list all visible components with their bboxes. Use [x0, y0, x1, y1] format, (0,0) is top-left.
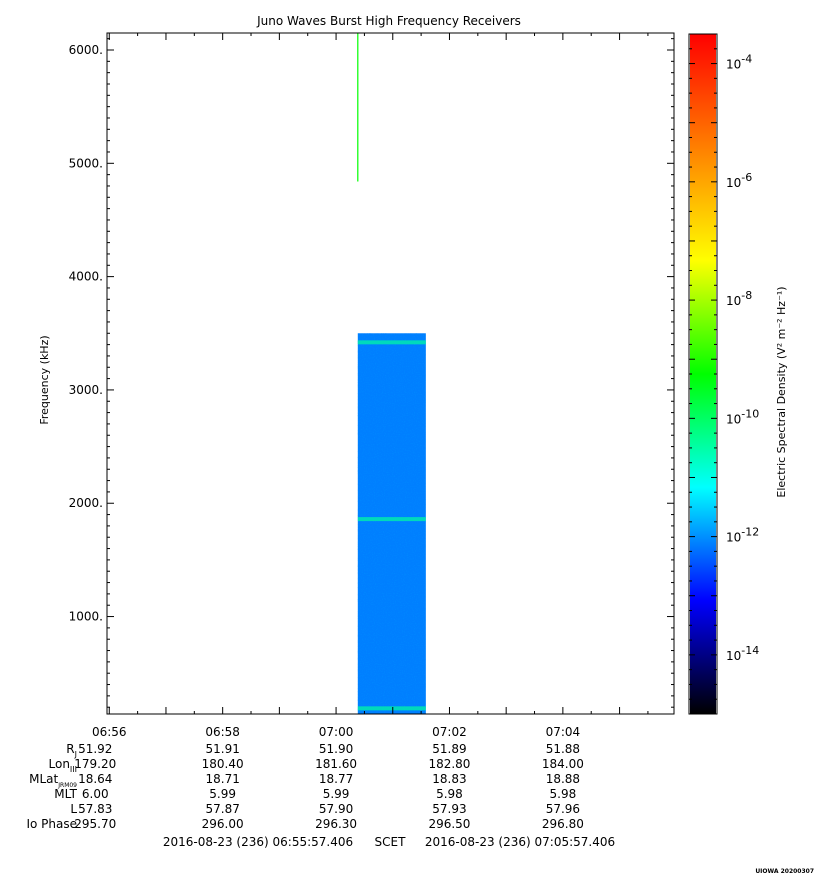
colorbar: 10-4 10-6 10-8 10-10 10-12 10-14	[688, 33, 759, 715]
colorbar-tick-label: 10-8	[726, 289, 752, 308]
chart-title: Juno Waves Burst High Frequency Receiver…	[256, 14, 521, 28]
ephemeris-value: 51.88	[546, 742, 580, 756]
ephemeris-value: 296.30	[315, 817, 357, 831]
ephemeris-value: 57.83	[78, 802, 112, 816]
x-tick-label: 07:00	[319, 725, 354, 739]
ephemeris-value: 182.80	[428, 757, 470, 771]
x-tick-label: 06:58	[205, 725, 240, 739]
colorbar-tick-label: 10-6	[726, 171, 752, 190]
ephemeris-value: 6.00	[82, 787, 109, 801]
ephemeris-value: 5.99	[209, 787, 236, 801]
x-tick-label: 07:02	[432, 725, 467, 739]
ephemeris-value: 51.92	[78, 742, 112, 756]
plot-area: 1000. 2000. 3000. 4000. 5000. 6000. 06:56 06:5…	[69, 32, 675, 739]
ephemeris-value: 57.96	[546, 802, 580, 816]
y-tick-label: 4000.	[69, 270, 103, 284]
ephemeris-value: 18.77	[319, 772, 353, 786]
ephemeris-value: 181.60	[315, 757, 357, 771]
colorbar-label: Electric Spectral Density (V² m⁻² Hz⁻¹)	[775, 286, 788, 497]
colorbar-tick-label: 10-12	[726, 526, 759, 545]
ephemeris-label: RJ	[66, 742, 77, 759]
y-tick-label: 3000.	[69, 383, 103, 397]
x-tick-label: 07:04	[546, 725, 581, 739]
ephemeris-row: L 57.83 57.87 57.90 57.93 57.96	[70, 802, 580, 816]
ephemeris-row: MLT 6.00 5.99 5.99 5.98 5.98	[54, 787, 576, 801]
ephemeris-value: 51.90	[319, 742, 353, 756]
ephemeris-value: 296.50	[428, 817, 470, 831]
ephemeris-value: 51.91	[205, 742, 239, 756]
ephemeris-row: MLatJRM09 18.64 18.71 18.77 18.83 18.88	[29, 772, 580, 789]
ephemeris-value: 57.93	[432, 802, 466, 816]
y-tick-label: 1000.	[69, 610, 103, 624]
ephemeris-value: 18.88	[546, 772, 580, 786]
ephemeris-value: 180.40	[202, 757, 244, 771]
time-range-label: SCET	[375, 835, 407, 849]
colorbar-tick-label: 10-4	[726, 53, 752, 72]
ephemeris-value: 296.00	[202, 817, 244, 831]
ephemeris-row: RJ 51.92 51.91 51.90 51.89 51.88	[66, 742, 580, 759]
ephemeris-value: 18.71	[205, 772, 239, 786]
ephemeris-value: 5.98	[436, 787, 463, 801]
y-axis-label: Frequency (kHz)	[38, 335, 51, 424]
ephemeris-value: 51.89	[432, 742, 466, 756]
time-range-end: 2016-08-23 (236) 07:05:57.406	[425, 835, 615, 849]
ephemeris-value: 57.90	[319, 802, 353, 816]
ephemeris-label: MLT	[54, 787, 77, 801]
ephemeris-value: 57.87	[205, 802, 239, 816]
time-range: 2016-08-23 (236) 06:55:57.406 SCET 2016-…	[163, 835, 615, 849]
ephemeris-value: 296.80	[542, 817, 584, 831]
ephemeris-label: Io Phase	[26, 817, 77, 831]
time-range-start: 2016-08-23 (236) 06:55:57.406	[163, 835, 353, 849]
y-tick-label: 6000.	[69, 43, 103, 57]
colorbar-tick-label: 10-14	[726, 644, 759, 663]
colorbar-gradient	[690, 34, 716, 714]
ephemeris-label: L	[70, 802, 77, 816]
ephemeris-value: 5.98	[550, 787, 577, 801]
y-tick-label: 5000.	[69, 156, 103, 170]
ephemeris-value: 18.64	[78, 772, 112, 786]
footer-credit: UIOWA 20200307	[755, 868, 814, 875]
plot-frame	[106, 32, 675, 715]
ephemeris-label: LonIII	[49, 757, 78, 774]
colorbar-tick-label: 10-10	[726, 407, 759, 426]
ephemeris-value: 18.83	[432, 772, 466, 786]
ephemeris-value: 295.70	[74, 817, 116, 831]
ephemeris-value: 179.20	[74, 757, 116, 771]
y-tick-label: 2000.	[69, 496, 103, 510]
x-tick-label: 06:56	[92, 725, 127, 739]
burst-region	[357, 333, 426, 714]
ephemeris-value: 5.99	[323, 787, 350, 801]
ephemeris-value: 184.00	[542, 757, 584, 771]
